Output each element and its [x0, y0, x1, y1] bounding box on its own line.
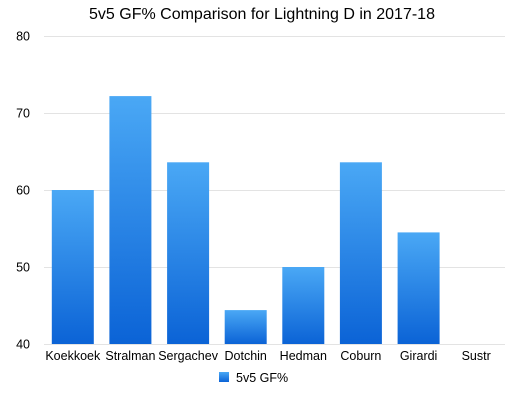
y-tick-label: 60 — [16, 184, 30, 198]
x-category-label: Hedman — [280, 349, 327, 363]
y-tick-label: 80 — [16, 30, 30, 44]
bar-dotchin — [224, 310, 267, 344]
bar-coburn — [339, 162, 382, 344]
x-category-label: Sustr — [462, 349, 491, 363]
legend-swatch — [219, 372, 229, 382]
y-tick-label: 40 — [16, 338, 30, 352]
legend-label: 5v5 GF% — [236, 371, 288, 385]
y-tick-label: 70 — [16, 107, 30, 121]
bar-stralman — [109, 96, 152, 344]
bar-girardi — [397, 232, 440, 344]
y-axis-tick-labels: 40 50 60 70 80 — [16, 30, 30, 352]
x-category-label: Koekkoek — [45, 349, 101, 363]
x-category-label: Dotchin — [225, 349, 267, 363]
x-category-label: Girardi — [400, 349, 438, 363]
chart-title: 5v5 GF% Comparison for Lightning D in 20… — [89, 6, 435, 23]
bar-koekkoek — [51, 190, 94, 344]
legend: 5v5 GF% — [219, 371, 288, 385]
x-category-label: Coburn — [340, 349, 381, 363]
bar-sergachev — [167, 162, 210, 344]
x-category-label: Stralman — [105, 349, 155, 363]
x-category-label: Sergachev — [158, 349, 219, 363]
x-axis-category-labels: Koekkoek Stralman Sergachev Dotchin Hedman Co… — [45, 349, 490, 363]
bars — [51, 96, 440, 344]
y-tick-label: 50 — [16, 261, 30, 275]
bar-hedman — [282, 267, 325, 344]
